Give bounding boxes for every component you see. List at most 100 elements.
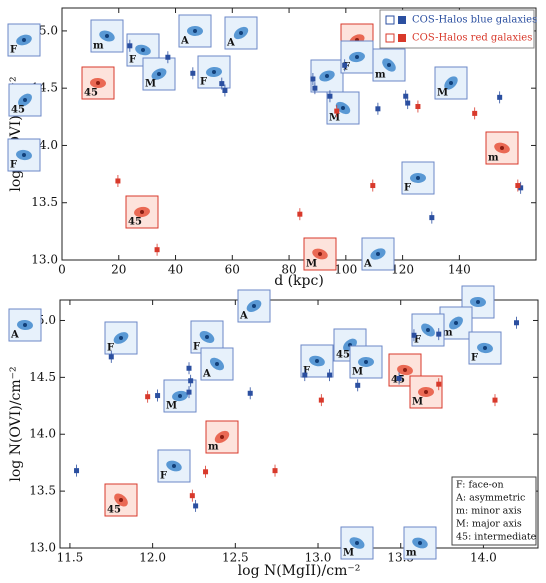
data-point xyxy=(342,62,348,68)
thumbnail-label: 45 xyxy=(336,350,350,361)
galaxy-core xyxy=(22,153,26,157)
data-point xyxy=(193,503,199,509)
galaxy-core xyxy=(424,390,428,394)
galaxy-core xyxy=(426,328,430,332)
key-entry: M: major axis xyxy=(456,519,522,530)
galaxy-core xyxy=(318,252,322,256)
galaxy-core xyxy=(355,55,359,59)
thumbnail-label: A xyxy=(180,36,189,47)
data-point xyxy=(247,390,253,396)
thumbnail-label: m xyxy=(442,328,453,339)
thumbnail-label: 45 xyxy=(128,217,142,228)
thumbnail-label: M xyxy=(329,113,340,124)
thumbnail-label: F xyxy=(10,45,17,56)
x-tick-label: 80 xyxy=(281,263,296,277)
x-tick-label: 13.0 xyxy=(305,551,332,565)
thumbnail-frame xyxy=(7,23,41,57)
data-point xyxy=(518,185,524,191)
thumbnail-label: M xyxy=(145,79,156,90)
thumbnail-label: m xyxy=(208,442,219,453)
thumbnail-label: 45 xyxy=(11,105,25,116)
galaxy-thumbnail: m xyxy=(372,48,406,82)
data-point xyxy=(297,211,303,217)
galaxy-thumbnail: F xyxy=(157,449,191,483)
thumbnail-label: F xyxy=(160,471,167,482)
legend-filled-marker xyxy=(398,16,406,24)
thumbnail-frame xyxy=(237,289,271,323)
galaxy-core xyxy=(178,394,182,398)
thumbnail-label: M xyxy=(352,367,363,378)
galaxy-thumbnail: M xyxy=(409,375,443,409)
key-entry: A: asymmetric xyxy=(455,493,525,504)
thumbnail-label: A xyxy=(239,311,248,322)
x-tick-label: 120 xyxy=(391,263,414,277)
thumbnail-label: m xyxy=(375,70,386,81)
thumbnail-label: F xyxy=(303,366,310,377)
galaxy-core xyxy=(193,29,197,33)
data-point xyxy=(189,493,195,499)
galaxy-core xyxy=(215,362,219,366)
galaxy-core xyxy=(454,321,458,325)
galaxy-thumbnail: A xyxy=(178,14,212,48)
galaxy-thumbnail: 45 xyxy=(81,66,115,100)
galaxy-core xyxy=(355,541,359,545)
galaxy-thumbnail: M xyxy=(340,526,374,560)
galaxy-core xyxy=(141,48,145,52)
x-tick-label: 14.0 xyxy=(470,551,497,565)
thumbnail-label: F xyxy=(193,342,200,353)
thumbnail-frame xyxy=(372,48,406,82)
y-axis-label: log N(OVI)/cm⁻² xyxy=(8,366,24,481)
data-point xyxy=(375,106,381,112)
thumbnail-label: 45 xyxy=(84,88,98,99)
data-point xyxy=(318,397,324,403)
galaxy-thumbnail: M xyxy=(142,57,176,91)
galaxy-thumbnail: F xyxy=(7,138,41,172)
data-point xyxy=(513,320,519,326)
data-point xyxy=(154,247,160,253)
galaxy-core xyxy=(252,304,256,308)
x-axis-label: d (kpc) xyxy=(274,273,324,289)
legend-label: COS-Halos blue galaxies xyxy=(412,15,537,26)
y-tick-label: 13.5 xyxy=(29,484,56,498)
galaxy-core xyxy=(483,346,487,350)
thumbnail-label: F xyxy=(414,335,421,346)
galaxy-thumbnail: m xyxy=(90,19,124,53)
thumbnail-label: M xyxy=(306,259,317,270)
thumbnail-label: F xyxy=(10,160,17,171)
galaxy-core xyxy=(416,176,420,180)
x-tick-label: 140 xyxy=(448,263,471,277)
thumbnail-label: A xyxy=(10,330,19,341)
galaxy-thumbnail: m xyxy=(205,420,239,454)
thumbnail-label: A xyxy=(202,369,211,380)
x-tick-label: 20 xyxy=(111,263,126,277)
galaxy-thumbnail: F xyxy=(104,321,138,355)
key-box xyxy=(451,476,537,546)
thumbnail-label: m xyxy=(406,548,417,559)
data-point xyxy=(74,468,80,474)
y-tick-label: 14.5 xyxy=(29,370,56,384)
thumbnail-label: F xyxy=(129,55,136,66)
galaxy-core xyxy=(387,63,391,67)
x-tick-label: 60 xyxy=(225,263,240,277)
galaxy-core xyxy=(205,335,209,339)
data-point xyxy=(312,85,318,91)
key-entry: F: face-on xyxy=(456,480,504,491)
legend-label: COS-Halos red galaxies xyxy=(412,33,532,44)
legend-open-marker xyxy=(385,15,395,25)
galaxy-thumbnail: F xyxy=(300,344,334,378)
data-point xyxy=(429,215,435,221)
galaxy-thumbnail: M xyxy=(163,379,197,413)
galaxy-thumbnail: F xyxy=(411,313,445,347)
galaxy-core xyxy=(23,98,27,102)
galaxy-thumbnail: m xyxy=(485,131,519,165)
galaxy-core xyxy=(212,70,216,74)
thumbnail-frame xyxy=(340,526,374,560)
data-point xyxy=(186,365,192,371)
x-tick-label: 12.0 xyxy=(139,551,166,565)
galaxy-thumbnail: F xyxy=(197,55,231,89)
galaxy-core xyxy=(119,498,123,502)
data-point xyxy=(334,108,340,114)
data-point xyxy=(492,397,498,403)
galaxy-core xyxy=(140,210,144,214)
galaxy-core xyxy=(157,72,161,76)
